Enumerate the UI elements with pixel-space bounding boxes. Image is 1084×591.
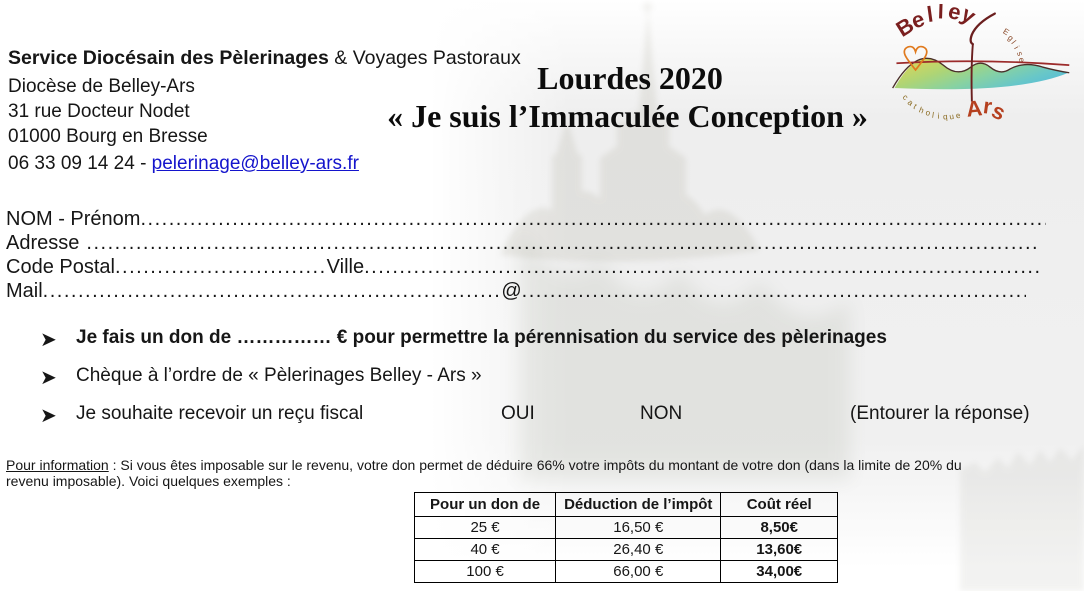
svg-text:s: s bbox=[1015, 50, 1025, 57]
svg-text:e: e bbox=[955, 110, 962, 120]
svg-text:h: h bbox=[918, 105, 926, 115]
svg-text:i: i bbox=[937, 112, 939, 121]
svg-text:q: q bbox=[943, 112, 948, 121]
svg-text:l: l bbox=[925, 4, 935, 27]
svg-text:l: l bbox=[932, 111, 935, 120]
svg-text:u: u bbox=[949, 112, 955, 122]
svg-text:t: t bbox=[912, 102, 919, 111]
svg-text:l: l bbox=[937, 4, 944, 24]
svg-text:i: i bbox=[1012, 44, 1021, 50]
svg-text:o: o bbox=[925, 108, 932, 118]
